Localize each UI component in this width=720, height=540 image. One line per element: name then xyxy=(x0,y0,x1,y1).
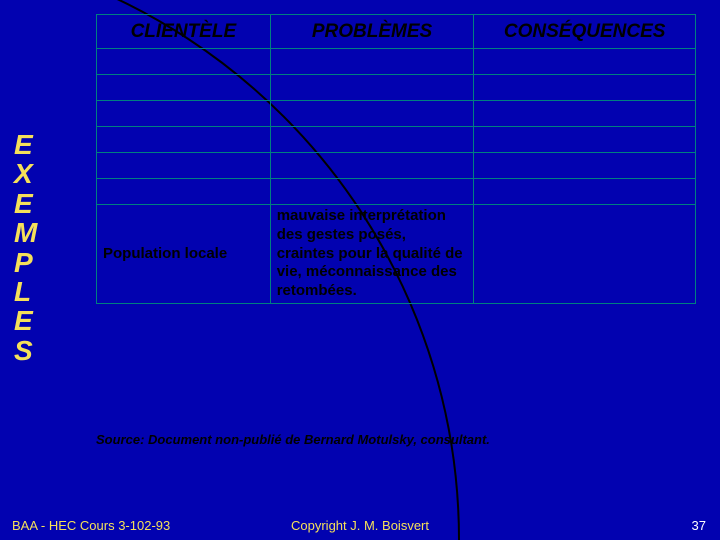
vertical-label-letter: E xyxy=(14,306,37,335)
empty-cell xyxy=(474,179,696,205)
table-body: Population localemauvaise interprétation… xyxy=(97,49,696,304)
vertical-label-letter: M xyxy=(14,218,37,247)
header-problemes: PROBLÈMES xyxy=(270,15,474,49)
table-row: Population localemauvaise interprétation… xyxy=(97,205,696,304)
table-row xyxy=(97,49,696,75)
empty-cell xyxy=(270,127,474,153)
vertical-label-letter: E xyxy=(14,130,37,159)
vertical-label-letter: L xyxy=(14,277,37,306)
table-header-row: CLIENTÈLE PROBLÈMES CONSÉQUENCES xyxy=(97,15,696,49)
empty-cell xyxy=(474,101,696,127)
footer-page: 37 xyxy=(692,518,706,533)
footer-center: Copyright J. M. Boisvert xyxy=(0,518,720,533)
vertical-label-letter: X xyxy=(14,159,37,188)
table-container: CLIENTÈLE PROBLÈMES CONSÉQUENCES Populat… xyxy=(96,14,696,304)
empty-cell xyxy=(97,127,271,153)
empty-cell xyxy=(270,153,474,179)
empty-cell xyxy=(270,75,474,101)
source-citation: Source: Document non-publié de Bernard M… xyxy=(96,432,490,447)
footer-bar: BAA - HEC Cours 3-102-93 Copyright J. M.… xyxy=(0,510,720,540)
empty-cell xyxy=(97,179,271,205)
slide: EXEMPLES CLIENTÈLE PROBLÈMES CONSÉQUENCE… xyxy=(0,0,720,540)
vertical-label-letter: E xyxy=(14,189,37,218)
header-consequences: CONSÉQUENCES xyxy=(474,15,696,49)
header-clientele: CLIENTÈLE xyxy=(97,15,271,49)
empty-cell xyxy=(270,101,474,127)
empty-cell xyxy=(97,153,271,179)
empty-cell xyxy=(474,75,696,101)
table-row xyxy=(97,75,696,101)
clientele-cell: Population locale xyxy=(97,205,271,304)
empty-cell xyxy=(474,49,696,75)
consequences-cell xyxy=(474,205,696,304)
table-row xyxy=(97,127,696,153)
empty-cell xyxy=(474,127,696,153)
empty-cell xyxy=(474,153,696,179)
empty-cell xyxy=(270,179,474,205)
empty-cell xyxy=(97,75,271,101)
empty-cell xyxy=(97,49,271,75)
table-row xyxy=(97,101,696,127)
vertical-label-exemples: EXEMPLES xyxy=(14,130,37,365)
empty-cell xyxy=(97,101,271,127)
vertical-label-letter: P xyxy=(14,248,37,277)
empty-cell xyxy=(270,49,474,75)
table-row xyxy=(97,153,696,179)
vertical-label-letter: S xyxy=(14,336,37,365)
table-row xyxy=(97,179,696,205)
clientele-problemes-table: CLIENTÈLE PROBLÈMES CONSÉQUENCES Populat… xyxy=(96,14,696,304)
problemes-cell: mauvaise interprétation des gestes posés… xyxy=(270,205,474,304)
